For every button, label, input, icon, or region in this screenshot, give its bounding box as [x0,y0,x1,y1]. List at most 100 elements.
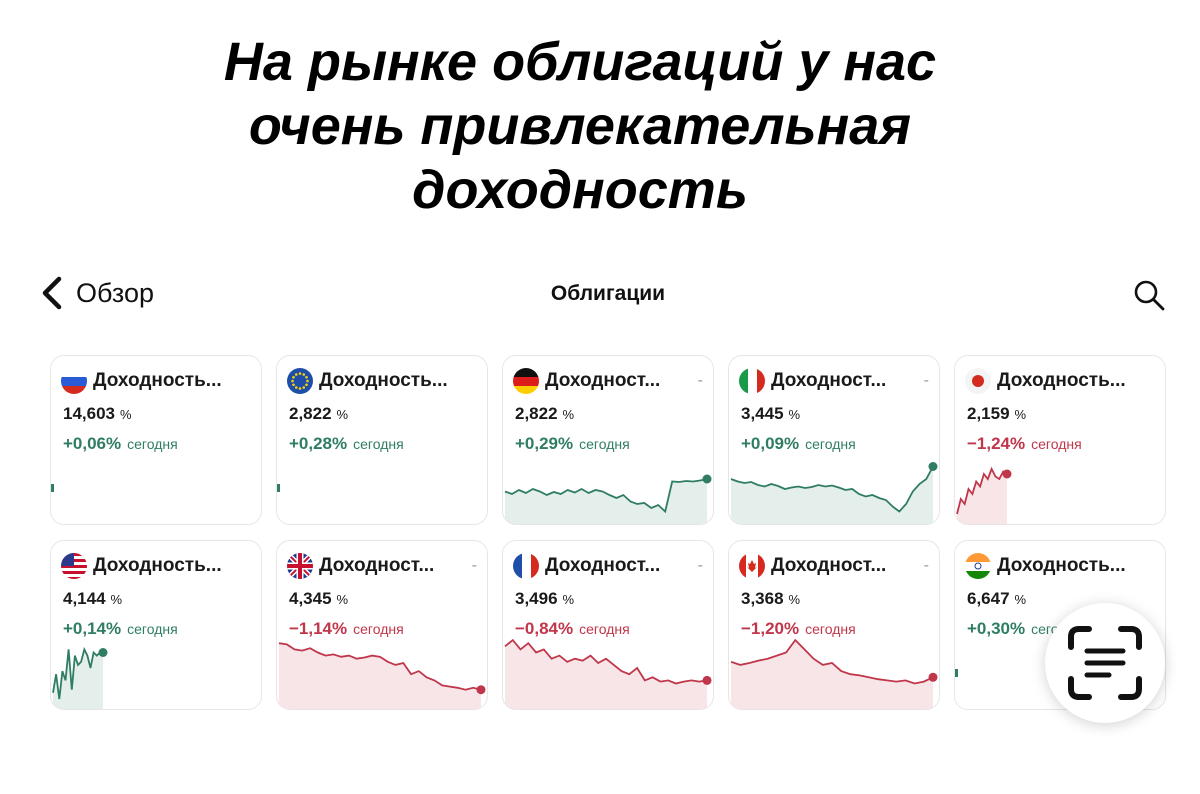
card-menu-dash: - [471,557,477,574]
sparkline-line [504,478,708,514]
card-header: Доходность... [965,553,1126,579]
card-name: Доходность... [997,555,1126,576]
yield-change: +0,14% сегодня [63,619,178,639]
headline-line-1: На рынке облигаций у нас [223,32,937,92]
sparkline-line [504,638,708,685]
card-header: Доходност... [513,368,660,394]
change-period: сегодня [579,436,630,452]
change-period: сегодня [579,621,630,637]
yield-value: 3,496% [515,589,574,609]
change-percent: +0,09% [741,434,800,453]
card-name: Доходность... [319,370,448,391]
yield-number: 3,496 [515,589,558,608]
sparkline-last-point [928,672,938,682]
yield-unit: % [336,592,349,607]
yield-value: 14,603% [63,404,132,424]
yield-value: 3,368% [741,589,800,609]
bond-card-japan[interactable]: Доходность... 2,159% −1,24% сегодня [954,355,1166,525]
sparkline-line [956,466,1008,515]
navigation-bar: Обзор Облигации [0,270,1200,320]
usa-flag-icon [61,553,87,579]
yield-unit: % [120,407,132,422]
change-period: сегодня [127,621,178,637]
yield-unit: % [1014,592,1027,607]
uk-flag-icon [287,553,313,579]
bond-card-russia[interactable]: Доходность... 14,603% +0,06% сегодня [50,355,262,525]
yield-number: 2,822 [515,404,558,423]
sparkline-area [731,466,933,524]
sparkline-line [730,638,934,685]
change-period: сегодня [353,621,404,637]
chevron-left-icon [42,276,62,310]
yield-change: −1,24% сегодня [967,434,1082,454]
yield-number: 14,603 [63,404,115,423]
card-header: Доходност... [513,553,660,579]
yield-unit: % [110,592,123,607]
card-header: Доходность... [61,368,222,394]
change-period: сегодня [127,436,178,452]
india-flag-icon [965,553,991,579]
card-header: Доходност... [739,368,886,394]
sparkline-line [52,646,103,700]
yield-change: +0,29% сегодня [515,434,630,454]
card-name: Доходност... [771,555,887,576]
yield-value: 2,159% [967,404,1026,424]
yield-change: −1,14% сегодня [289,619,404,639]
bond-card-italy[interactable]: Доходност... - 3,445% +0,09% сегодня [728,355,940,525]
yield-unit: % [336,407,349,422]
card-menu-dash: - [923,557,929,574]
card-header: Доходност... [739,553,886,579]
yield-number: 6,647 [967,589,1010,608]
sparkline-area [505,640,707,709]
sparkline-last-point [476,685,486,695]
change-percent: −1,20% [741,619,800,638]
sparkline-area [731,640,933,709]
bond-card-eu[interactable]: Доходность... 2,822% +0,28% сегодня [276,355,488,525]
change-percent: −1,24% [967,434,1026,453]
yield-change: −1,20% сегодня [741,619,856,639]
russia-flag-icon [61,368,87,394]
sparkline-start-marker [955,669,958,677]
back-label: Обзор [76,277,154,308]
canada-flag-icon [739,553,765,579]
card-name: Доходность... [997,370,1126,391]
yield-unit: % [562,592,575,607]
yield-number: 2,159 [967,404,1010,423]
search-icon[interactable] [1132,278,1166,312]
yield-change: −0,84% сегодня [515,619,630,639]
germany-flag-icon [513,368,539,394]
sparkline-area [505,479,707,524]
yield-number: 4,345 [289,589,332,608]
card-name: Доходност... [319,555,435,576]
page-title: Облигации [550,282,666,305]
yield-change: +0,09% сегодня [741,434,856,454]
change-percent: +0,06% [63,434,122,453]
headline-line-3: доходность [412,160,748,220]
card-name: Доходность... [93,555,222,576]
change-period: сегодня [805,621,856,637]
change-percent: +0,30% [967,619,1026,638]
yield-value: 2,822% [515,404,574,424]
card-menu-dash: - [697,557,703,574]
text-scan-button[interactable] [1045,603,1165,723]
text-scan-icon [1068,626,1142,700]
sparkline-area [53,649,103,709]
yield-number: 2,822 [289,404,332,423]
card-name: Доходност... [545,555,661,576]
card-header: Доходност... [287,553,434,579]
sparkline-start-marker [51,484,54,492]
italy-flag-icon [739,368,765,394]
bond-card-france[interactable]: Доходност... - 3,496% −0,84% сегодня [502,540,714,710]
bond-card-uk[interactable]: Доходност... - 4,345% −1,14% сегодня [276,540,488,710]
bond-card-usa[interactable]: Доходность... 4,144% +0,14% сегодня [50,540,262,710]
yield-number: 3,368 [741,589,784,608]
change-percent: −1,14% [289,619,348,638]
change-percent: +0,28% [289,434,348,453]
bond-card-canada[interactable]: Доходност... - 3,368% −1,20% сегодня [728,540,940,710]
yield-number: 3,445 [741,404,784,423]
card-menu-dash: - [923,372,929,389]
card-name: Доходност... [771,370,887,391]
sparkline-area [957,469,1007,524]
back-button[interactable]: Обзор [40,276,154,310]
bond-card-germany[interactable]: Доходност... - 2,822% +0,29% сегодня [502,355,714,525]
